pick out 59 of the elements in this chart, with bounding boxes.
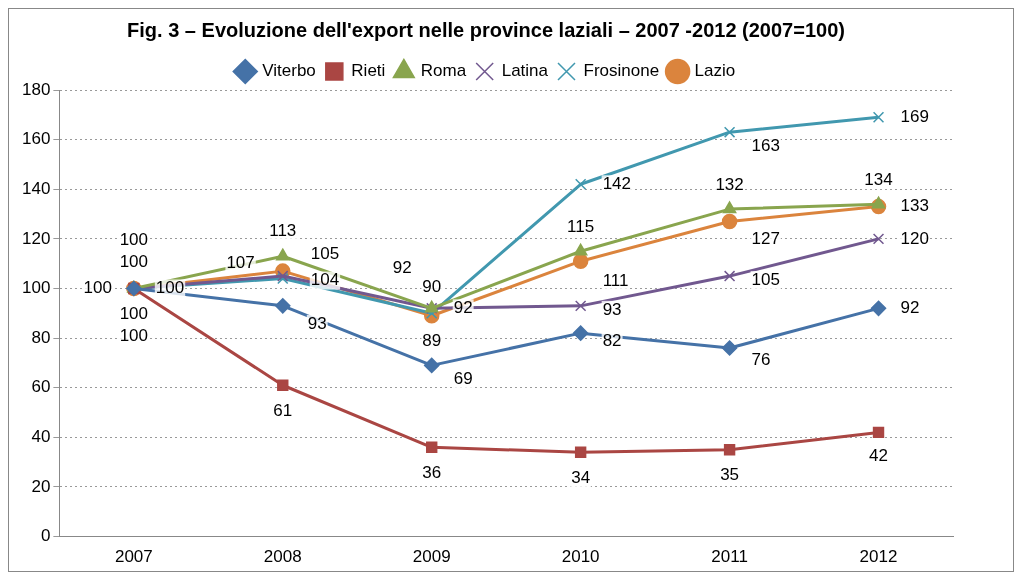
data-label: 132 bbox=[715, 174, 744, 194]
data-label: 100 bbox=[119, 230, 149, 250]
y-tick-label: 140 bbox=[21, 178, 51, 198]
legend-label: Latina bbox=[501, 61, 549, 81]
x-tick-label: 2007 bbox=[114, 547, 153, 567]
data-label: 100 bbox=[119, 252, 149, 272]
data-label: 92 bbox=[453, 298, 473, 318]
x-tick-label: 2010 bbox=[561, 547, 600, 567]
y-tick-label: 100 bbox=[21, 278, 51, 298]
legend-label: Viterbo bbox=[262, 61, 316, 81]
y-tick-label: 160 bbox=[21, 129, 51, 149]
data-label: 120 bbox=[900, 228, 929, 248]
data-label: 105 bbox=[751, 269, 780, 289]
data-label: 104 bbox=[310, 270, 340, 290]
x-tick-label: 2012 bbox=[859, 547, 898, 567]
data-label: 100 bbox=[119, 326, 149, 346]
data-label: 113 bbox=[269, 220, 297, 240]
x-tick-label: 2011 bbox=[711, 547, 748, 567]
data-label: 163 bbox=[751, 135, 780, 155]
y-tick-label: 120 bbox=[21, 228, 51, 248]
data-label: 92 bbox=[392, 258, 412, 278]
x-tick-label: 2008 bbox=[263, 547, 302, 567]
data-label: 100 bbox=[119, 304, 149, 324]
data-label: 127 bbox=[751, 229, 780, 249]
data-label: 92 bbox=[900, 298, 920, 318]
data-label: 100 bbox=[83, 278, 112, 298]
legend-label: Frosinone bbox=[583, 61, 660, 81]
legend-label: Lazio bbox=[694, 61, 736, 81]
data-label: 69 bbox=[453, 369, 473, 389]
data-label: 34 bbox=[571, 467, 591, 487]
data-label: 61 bbox=[273, 400, 293, 420]
data-label: 107 bbox=[226, 252, 255, 272]
data-label: 142 bbox=[602, 173, 632, 193]
data-label: 93 bbox=[307, 313, 327, 333]
data-label: 42 bbox=[869, 446, 888, 466]
data-label: 82 bbox=[602, 330, 622, 350]
data-label: 134 bbox=[864, 169, 893, 189]
data-label: 169 bbox=[900, 106, 929, 126]
data-label: 76 bbox=[751, 349, 771, 369]
chart-title: Fig. 3 – Evoluzione dell'export nelle province laziali – 2007 -2012 (2007=100) bbox=[127, 18, 845, 41]
legend-label: Rieti bbox=[351, 61, 386, 81]
data-label: 100 bbox=[155, 278, 185, 298]
data-label: 89 bbox=[422, 331, 442, 351]
data-label: 36 bbox=[422, 462, 442, 482]
y-tick-label: 20 bbox=[31, 476, 51, 496]
legend-label: Roma bbox=[420, 61, 467, 81]
data-label: 90 bbox=[422, 276, 442, 296]
y-tick-label: 80 bbox=[31, 327, 51, 347]
y-tick-label: 0 bbox=[40, 526, 51, 546]
y-tick-label: 40 bbox=[31, 427, 51, 447]
data-label: 93 bbox=[602, 299, 622, 319]
data-label: 105 bbox=[310, 243, 340, 263]
data-label: 133 bbox=[900, 196, 929, 216]
y-tick-label: 180 bbox=[21, 79, 51, 99]
y-tick-label: 60 bbox=[31, 377, 51, 397]
data-label: 35 bbox=[720, 465, 740, 485]
x-tick-label: 2009 bbox=[412, 547, 451, 567]
data-label: 111 bbox=[602, 270, 629, 290]
data-label: 115 bbox=[567, 216, 595, 236]
